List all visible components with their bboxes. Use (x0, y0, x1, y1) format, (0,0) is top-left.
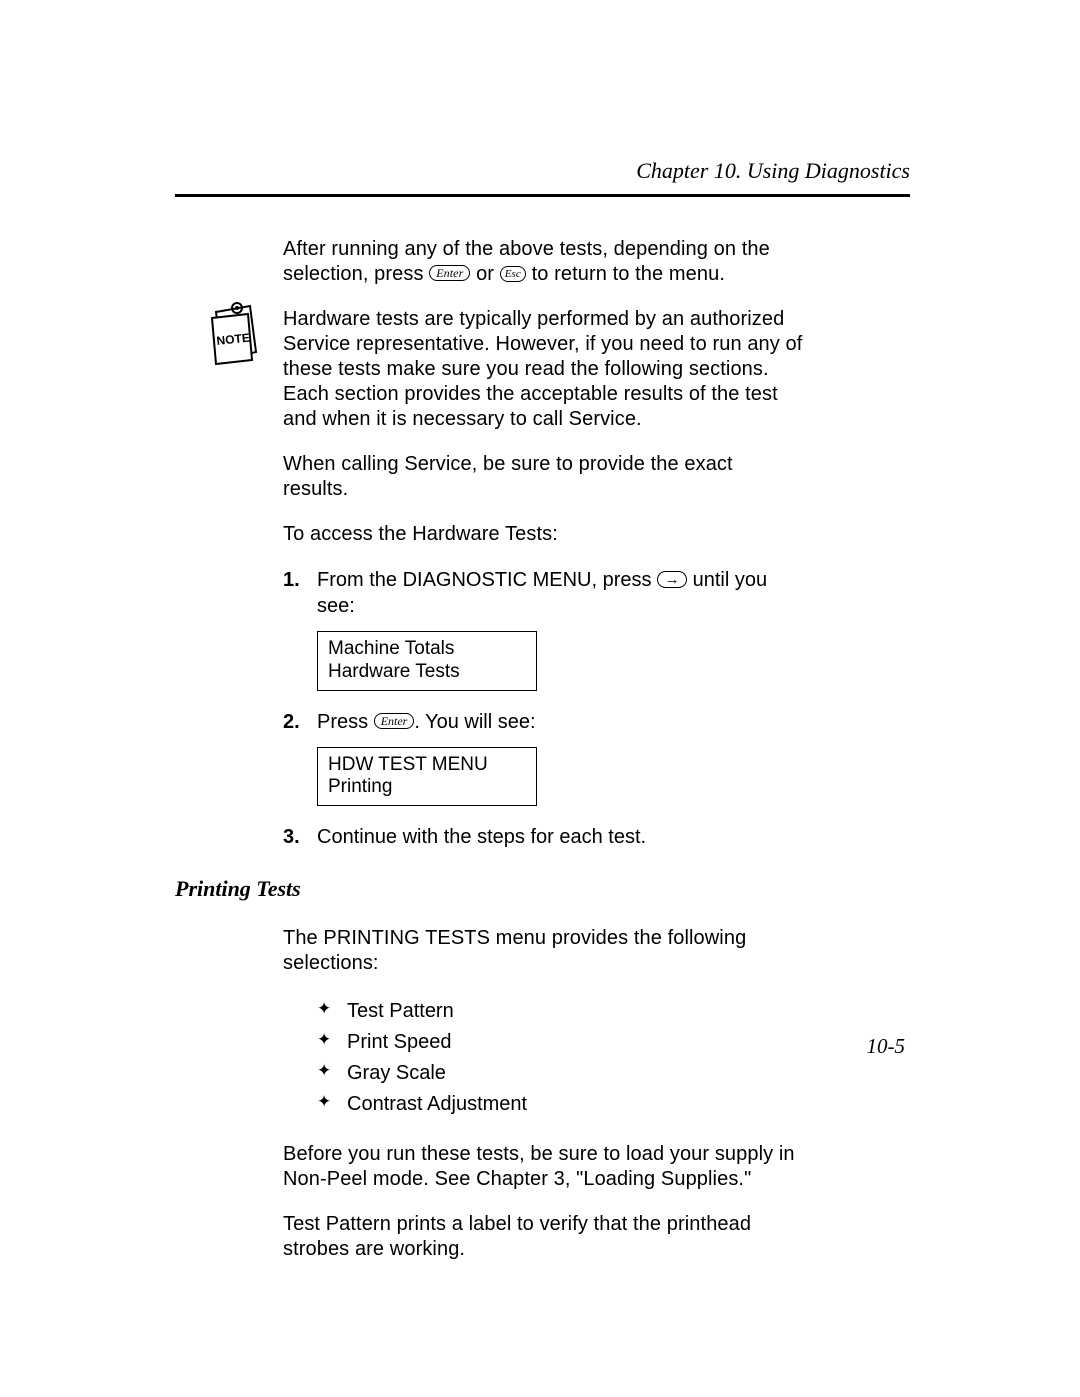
paragraph-test-pattern: Test Pattern prints a label to verify th… (283, 1212, 803, 1262)
key-esc: Esc (500, 266, 526, 282)
paragraph-supply: Before you run these tests, be sure to l… (283, 1142, 803, 1192)
paragraph-intro: After running any of the above tests, de… (283, 237, 803, 287)
list-item: Contrast Adjustment (317, 1089, 803, 1120)
selections-list: Test Pattern Print Speed Gray Scale Cont… (317, 996, 803, 1120)
lcd-display-2: HDW TEST MENU Printing (317, 747, 537, 807)
lcd-display-1: Machine Totals Hardware Tests (317, 631, 537, 691)
step-1: From the DIAGNOSTIC MENU, press → until … (283, 567, 803, 691)
procedure-list: From the DIAGNOSTIC MENU, press → until … (283, 567, 803, 850)
display-line: Hardware Tests (328, 661, 526, 684)
key-right-arrow: → (657, 571, 687, 588)
note-text: Hardware tests are typically performed b… (283, 307, 803, 432)
list-item: Gray Scale (317, 1058, 803, 1089)
text-fragment: Continue with the steps for each test. (317, 826, 646, 848)
body-column: After running any of the above tests, de… (283, 237, 803, 850)
key-enter: Enter (429, 265, 470, 281)
section-heading-printing-tests: Printing Tests (175, 876, 910, 902)
list-item: Test Pattern (317, 996, 803, 1027)
key-enter: Enter (374, 713, 415, 729)
note-block: NOTE Hardware tests are typically perfor… (283, 307, 803, 432)
list-item: Print Speed (317, 1027, 803, 1058)
header-rule (175, 194, 910, 197)
step-3: Continue with the steps for each test. (283, 824, 803, 850)
paragraph-service: When calling Service, be sure to provide… (283, 452, 803, 502)
paragraph-access: To access the Hardware Tests: (283, 522, 803, 547)
text-fragment: From the DIAGNOSTIC MENU, press (317, 569, 657, 591)
paragraph-printing-intro: The PRINTING TESTS menu provides the fol… (283, 926, 803, 976)
text-fragment: . You will see: (414, 711, 535, 733)
display-line: Machine Totals (328, 638, 526, 661)
arrow-icon: → (665, 573, 680, 587)
text-fragment: or (476, 263, 500, 285)
text-fragment: to return to the menu. (532, 263, 725, 285)
note-icon: NOTE (210, 302, 265, 367)
page-content: Chapter 10. Using Diagnostics After runn… (175, 158, 910, 1282)
display-line: Printing (328, 776, 526, 799)
step-2: Press Enter. You will see: HDW TEST MENU… (283, 709, 803, 807)
page-number: 10-5 (867, 1034, 906, 1059)
text-fragment: Press (317, 711, 374, 733)
body-column-2: The PRINTING TESTS menu provides the fol… (283, 926, 803, 1262)
display-line: HDW TEST MENU (328, 754, 526, 777)
chapter-header: Chapter 10. Using Diagnostics (175, 158, 910, 194)
